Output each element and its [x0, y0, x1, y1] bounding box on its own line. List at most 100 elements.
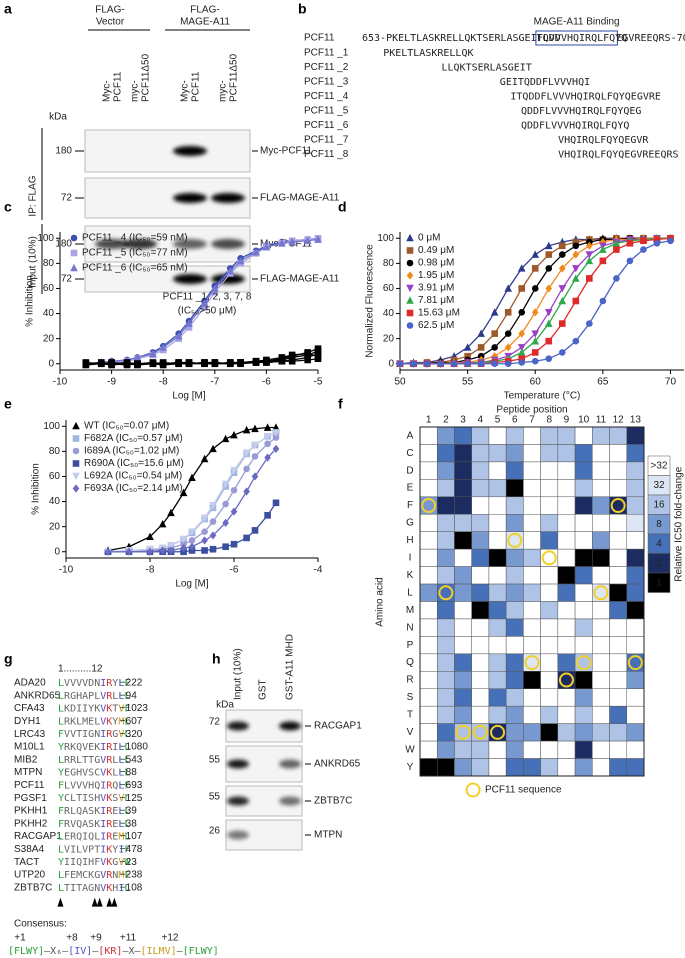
point: [613, 246, 620, 253]
heatmap-cell: [557, 548, 576, 567]
residue: R: [106, 742, 113, 753]
protein-name: ADA20: [14, 678, 46, 689]
heatmap-cell: [626, 531, 645, 550]
residue: E: [88, 716, 94, 727]
motif-sequence: LERQIQLIREML: [58, 832, 130, 843]
row-label: C: [406, 448, 413, 459]
point: [490, 308, 499, 316]
point: [230, 507, 238, 516]
heatmap-cell: [505, 496, 524, 515]
point: [586, 241, 593, 250]
residue: S: [88, 793, 94, 804]
heatmap-cell: [574, 636, 593, 655]
group-label: FLAG-: [190, 5, 219, 16]
heatmap-cell: [436, 548, 455, 567]
heatmap-cell: [592, 461, 610, 480]
point: [626, 239, 634, 247]
sequence-name: PCF11 _6: [304, 120, 349, 131]
residue: F: [124, 704, 130, 715]
point: [518, 329, 526, 338]
heatmap-cell: [419, 444, 438, 463]
heatmap-cell: [436, 601, 455, 620]
residue: F: [124, 678, 130, 689]
point: [263, 423, 272, 431]
point: [185, 359, 193, 366]
point: [450, 360, 458, 368]
heatmap-cell: [505, 705, 524, 724]
motif-sequence: LKDIIYKVKTVF: [58, 704, 130, 715]
consensus-part: –X–: [122, 946, 141, 957]
motif-sequence: LRRLTTGVRLLL: [58, 755, 130, 766]
heatmap-cell: [436, 426, 455, 445]
residue: K: [94, 806, 100, 817]
residue: N: [94, 883, 100, 894]
heatmap-cell: [574, 723, 593, 742]
heatmap-cell: [557, 618, 576, 637]
residue: V: [100, 704, 106, 715]
colorbar-label: 8: [656, 519, 662, 530]
heatmap-cell: [592, 496, 610, 515]
y-tick-label: 20: [43, 333, 55, 344]
heatmap-cell: [523, 444, 541, 463]
point: [491, 360, 498, 368]
legend-label: PCF11 _4 (IC₅₀=59 nM): [82, 233, 188, 244]
heatmap-cell: [454, 444, 472, 463]
residue: L: [94, 691, 100, 702]
residue: S: [112, 793, 118, 804]
heatmap-cell: [540, 461, 559, 480]
position-value: −39: [120, 806, 137, 817]
heatmap-cell: [592, 601, 610, 620]
residue: H: [76, 691, 82, 702]
band: [211, 239, 245, 249]
residue: L: [124, 742, 130, 753]
legend-label: R690A (IC₅₀=15.6 μM): [84, 458, 184, 469]
point: [211, 288, 219, 296]
column-label: 1: [426, 415, 432, 426]
position-value: −108: [120, 882, 143, 893]
residue: Y: [58, 793, 64, 804]
point: [304, 356, 311, 364]
legend-marker: [72, 421, 80, 430]
residue: Y: [58, 768, 64, 779]
band: [173, 146, 207, 156]
heatmap-cell: [626, 583, 645, 602]
sequence-circle: [438, 585, 454, 601]
residue: F: [124, 780, 130, 791]
point: [209, 518, 217, 525]
heatmap-cell: [436, 496, 455, 515]
point: [158, 520, 167, 528]
legend-label: I689A (IC₅₀=1.02 μM): [84, 446, 179, 457]
residue: V: [118, 729, 124, 740]
point: [185, 319, 193, 327]
residue: L: [118, 806, 124, 817]
point: [272, 434, 280, 441]
panel-label: a: [4, 1, 12, 17]
residue: L: [58, 844, 64, 855]
protein-name: S38A4: [14, 844, 44, 855]
point: [133, 353, 142, 361]
heatmap-cell: [471, 705, 490, 724]
heatmap-cell: [471, 426, 490, 445]
point: [303, 236, 312, 245]
heatmap-cell: [574, 618, 593, 637]
position-value: −238: [120, 870, 143, 881]
residue: K: [106, 704, 112, 715]
band-label: MTPN: [314, 830, 342, 841]
residue: I: [100, 806, 106, 817]
y-axis-label: % Inhibition: [31, 463, 42, 515]
heatmap-cell: [488, 601, 507, 620]
panel-label: h: [212, 651, 221, 667]
row-label: V: [407, 727, 414, 738]
legend-label: 62.5 μM: [418, 320, 454, 331]
heatmap-cell: [540, 758, 559, 777]
heatmap-cell: [523, 514, 541, 532]
point: [242, 425, 251, 434]
heatmap-cell: [454, 496, 472, 515]
heatmap-cell: [540, 426, 559, 445]
row-label: H: [406, 535, 413, 546]
heatmap-cell: [609, 723, 628, 742]
column-label: 12: [613, 415, 625, 426]
residue: T: [82, 755, 88, 766]
row-label: N: [406, 622, 413, 633]
residue: L: [58, 716, 64, 727]
